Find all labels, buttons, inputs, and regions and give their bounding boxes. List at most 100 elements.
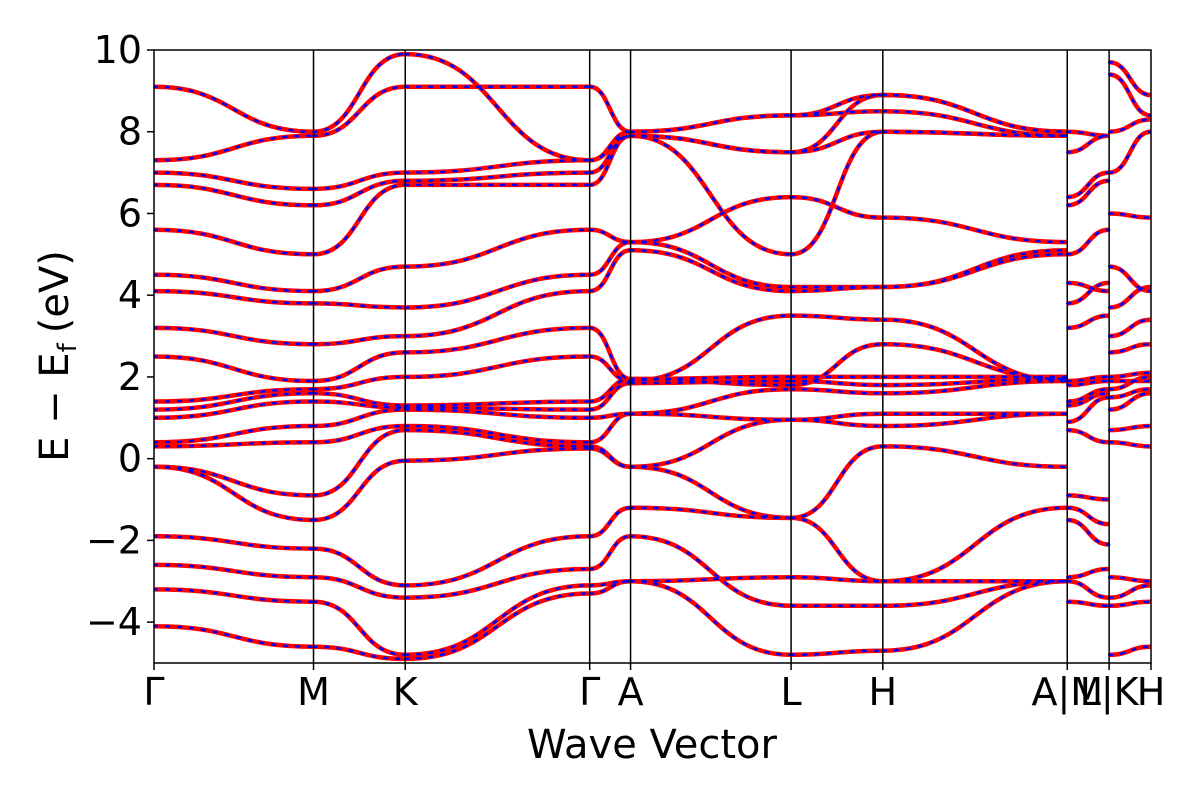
band-blue-seg7-b10	[1066, 379, 1111, 387]
band-red-seg8-b1	[1108, 583, 1151, 600]
band-blue-seg8-b7	[1107, 387, 1151, 399]
band-blue-seg7-b0	[1066, 580, 1111, 599]
band-red-seg4-b7	[630, 386, 792, 416]
band-blue-seg0-b5	[154, 465, 315, 497]
band-red-seg4-b2	[630, 534, 792, 609]
band-blue-seg2-b9	[403, 400, 591, 407]
x-tick-label-9: H	[1137, 670, 1166, 714]
band-blue-seg2-b19	[403, 52, 591, 162]
band-blue-seg6-b17	[881, 110, 1069, 138]
band-red-seg6-b14	[882, 215, 1068, 245]
y-axis-label: E − Ef (eV)	[32, 250, 83, 462]
band-blue-seg4-b15	[629, 134, 793, 256]
band-blue-seg1-b16	[312, 179, 407, 207]
band-blue-seg0-b14	[154, 273, 315, 293]
y-axis-label-unit: (eV)	[32, 250, 78, 333]
band-blue-seg1-b12	[312, 334, 407, 346]
band-blue-seg4-b8	[629, 379, 793, 385]
band-blue-seg0-b8	[154, 400, 315, 420]
band-blue-seg1-b0	[312, 645, 407, 661]
band-red-seg0-b13	[154, 288, 314, 306]
y-tick-label-7: 10	[94, 28, 142, 72]
band-red-seg0-b2	[154, 562, 314, 580]
band-blue-seg2-b13	[403, 273, 591, 309]
band-blue-seg1-b17	[312, 171, 407, 191]
band-red-seg0-b1	[154, 587, 314, 604]
x-tick-label-3: Γ	[579, 670, 600, 714]
y-axis-label-main: E − E	[32, 352, 78, 462]
band-blue-seg8-b14	[1107, 265, 1151, 293]
y-tick-label-2: 0	[118, 437, 142, 481]
band-red-seg3-b18	[589, 84, 632, 134]
band-red-seg0-b12	[154, 325, 314, 347]
band-blue-seg7-b14	[1066, 281, 1111, 293]
band-blue-seg3-b8	[588, 381, 632, 411]
band-blue-seg3-b3	[588, 506, 632, 538]
band-blue-seg6-b19	[881, 130, 1069, 138]
y-tick-label-6: 8	[118, 110, 142, 154]
band-blue-seg0-b12	[154, 326, 315, 346]
band-blue-seg3-b11	[588, 326, 632, 381]
band-blue-seg1-b4	[312, 459, 407, 522]
band-red-seg6-b4	[882, 444, 1068, 470]
band-blue-seg8-b10	[1107, 371, 1151, 379]
band-blue-seg5-b19	[789, 130, 885, 154]
band-blue-seg3-b14	[588, 228, 632, 244]
band-blue-seg1-b13	[312, 302, 407, 309]
kpoint-separators	[312, 50, 1110, 663]
band-blue-seg8-b6	[1107, 392, 1151, 411]
band-blue-seg2-b16	[403, 171, 591, 183]
band-blue-seg5-b12	[789, 285, 885, 293]
band-red-seg4-b18	[630, 113, 792, 134]
x-tick-label-1: M	[297, 670, 330, 714]
band-blue-seg1-b6	[312, 424, 407, 444]
band-blue-seg8-b17	[1107, 118, 1151, 133]
band-blue-seg5-b3	[789, 516, 885, 583]
band-red-seg5-b3	[790, 515, 883, 584]
bands-red-series	[154, 51, 1151, 662]
band-blue-seg7-b8	[1066, 392, 1111, 407]
band-blue-seg6-b13	[881, 253, 1069, 289]
band-blue-seg6-b4	[881, 445, 1069, 469]
band-blue-seg2-b1	[403, 584, 591, 657]
band-red-seg0-b3	[154, 534, 314, 551]
band-blue-seg2-b4	[403, 447, 591, 462]
band-blue-seg5-b14	[789, 195, 885, 219]
band-blue-seg6-b10	[881, 318, 1069, 383]
x-tick-label-4: A	[618, 670, 644, 714]
band-red-seg2-b10	[405, 354, 590, 380]
band-blue-seg8-b12	[1107, 318, 1151, 338]
band-blue-seg6-b12	[881, 248, 1069, 289]
band-blue-seg7-b18	[1066, 134, 1111, 154]
band-blue-seg5-b0	[789, 649, 885, 657]
y-tick-label-4: 4	[118, 273, 142, 317]
band-blue-seg4-b5	[629, 418, 793, 469]
band-blue-seg5-b15	[789, 130, 885, 256]
band-blue-seg6-b5	[881, 412, 1069, 428]
band-blue-seg6-b11	[881, 342, 1069, 381]
band-blue-seg4-b11	[629, 377, 793, 387]
band-blue-seg5-b16	[789, 93, 885, 154]
band-blue-seg1-b8	[312, 400, 407, 409]
band-blue-seg4-b18	[629, 114, 793, 133]
band-red-seg4-b19	[630, 133, 792, 155]
band-blue-seg2-b8	[403, 406, 591, 411]
band-blue-seg5-b1	[789, 575, 885, 583]
band-blue-seg6-b0	[881, 580, 1069, 652]
band-blue-seg8-b1	[1107, 584, 1151, 599]
band-blue-seg6-b14	[881, 216, 1069, 244]
band-blue-seg1-b1	[312, 600, 407, 657]
band-red-seg7-b12	[1067, 313, 1110, 331]
band-blue-seg1-b14	[312, 265, 407, 293]
band-blue-seg0-b2	[154, 563, 315, 579]
band-blue-seg2-b11	[403, 326, 591, 354]
x-tick-label-0: Γ	[143, 670, 164, 714]
band-red-seg4-b10	[630, 313, 792, 384]
band-red-seg3-b16	[589, 133, 631, 175]
y-tick-label-5: 6	[118, 191, 142, 235]
band-blue-seg1-b5	[312, 428, 407, 497]
band-blue-seg0-b11	[154, 355, 315, 383]
band-blue-seg0-b16	[154, 183, 315, 207]
x-tick-label-8: L|K	[1080, 670, 1140, 715]
x-axis-label: Wave Vector	[527, 722, 778, 768]
